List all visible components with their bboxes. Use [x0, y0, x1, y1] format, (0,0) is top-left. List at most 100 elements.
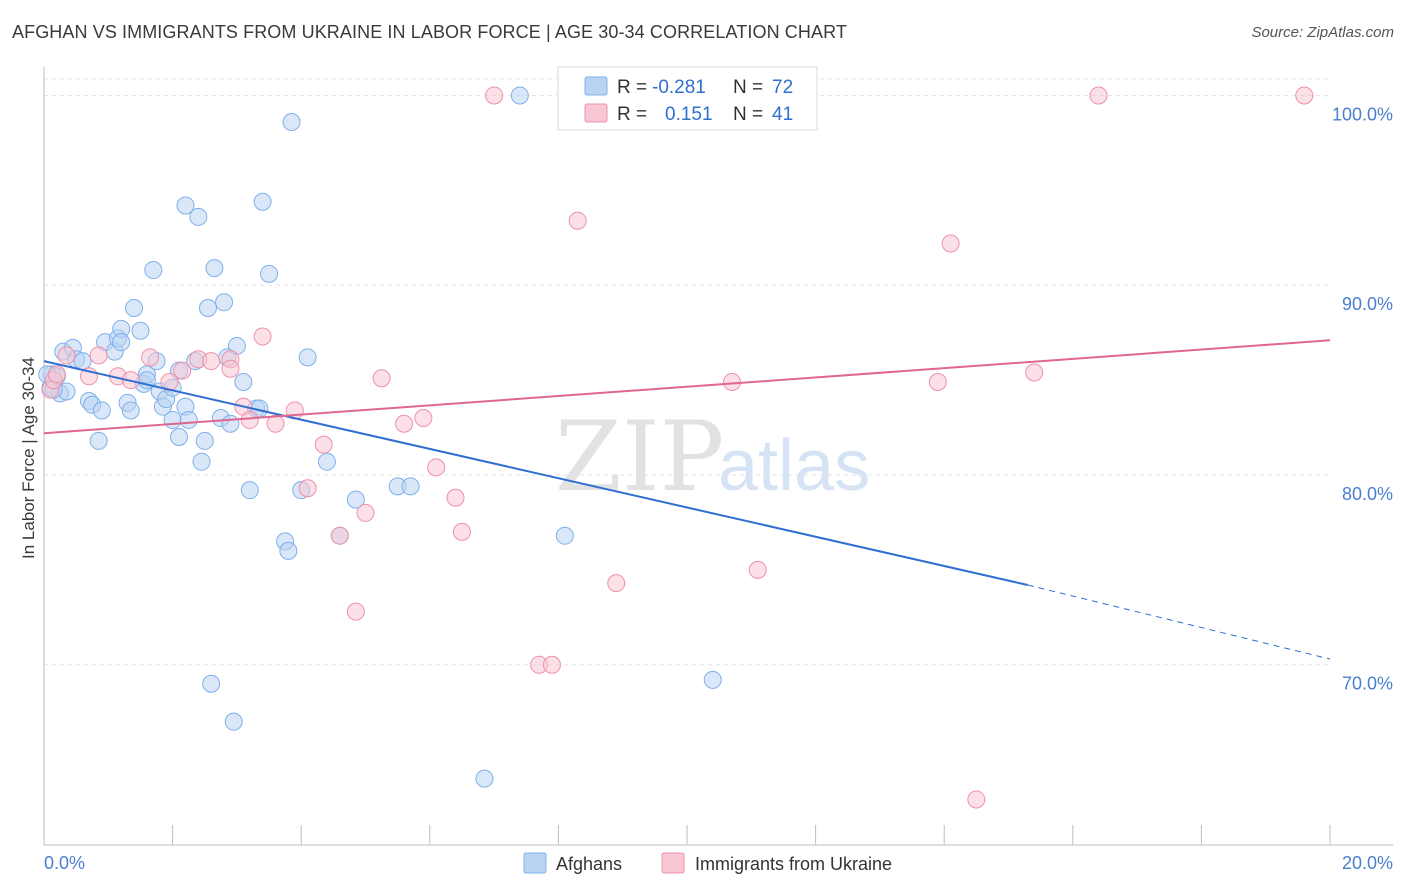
afghan-point: [253, 192, 272, 211]
bottom-legend-ukraine: Immigrants from Ukraine: [695, 854, 892, 874]
trend-line-afghans: [43, 360, 1029, 587]
ukraine-point: [330, 526, 349, 545]
y-tick-label: 70.0%: [1342, 674, 1393, 694]
afghan-point: [131, 321, 150, 340]
trend-line-afghans-extension: [1027, 584, 1331, 660]
ukraine-point: [202, 352, 221, 371]
afghan-point: [260, 264, 279, 283]
series-legend: Afghans Immigrants from Ukraine: [523, 852, 892, 874]
watermark-zip: ZIP: [555, 401, 724, 513]
legend-r-afghans: -0.281: [652, 77, 706, 98]
afghan-point: [89, 431, 108, 450]
ukraine-point: [240, 410, 259, 429]
ukraine-point: [452, 522, 471, 541]
afghan-point: [144, 261, 163, 280]
ukraine-point: [1025, 363, 1044, 382]
x-tick-label-min: 0.0%: [44, 853, 85, 873]
trend-line-ukraine: [43, 339, 1331, 435]
afghan-point: [282, 113, 301, 132]
legend-r-ukraine: 0.151: [665, 104, 713, 125]
ukraine-point: [173, 361, 192, 380]
afghan-point: [112, 333, 131, 352]
afghan-point: [125, 298, 144, 317]
afghan-point: [179, 410, 198, 429]
ukraine-point: [568, 211, 587, 230]
y-tick-label: 100.0%: [1332, 104, 1393, 124]
legend-n-label-afghans: N =: [733, 77, 763, 98]
afghan-point: [317, 452, 336, 471]
legend-n-afghans: 72: [772, 77, 793, 98]
ukraine-point: [414, 409, 433, 428]
afghan-point: [510, 86, 529, 105]
ukraine-point: [542, 655, 561, 674]
ukraine-point: [47, 365, 66, 384]
ukraine-point: [395, 414, 414, 433]
chart-title: AFGHAN VS IMMIGRANTS FROM UKRAINE IN LAB…: [12, 22, 847, 42]
ukraine-point: [253, 327, 272, 346]
trend-lines: [43, 339, 1331, 660]
afghan-point: [121, 401, 140, 420]
ukraine-point: [89, 346, 108, 365]
y-axis-title: In Labor Force | Age 30-34: [19, 357, 38, 559]
ukraine-point: [141, 348, 160, 367]
afghan-point: [192, 452, 211, 471]
correlation-legend: R = -0.281 N = 72 R = 0.151 N = 41: [557, 66, 818, 131]
bottom-legend-afghans: Afghans: [556, 854, 622, 874]
y-tick-label: 90.0%: [1342, 294, 1393, 314]
afghan-point: [92, 401, 111, 420]
ukraine-point: [748, 560, 767, 579]
afghan-point: [198, 298, 217, 317]
ukraine-point: [57, 346, 76, 365]
afghan-point: [346, 490, 365, 509]
legend-r-label-afghans: R =: [617, 77, 647, 98]
afghan-point: [163, 410, 182, 429]
legend-n-label-ukraine: N =: [733, 104, 763, 125]
afghan-point: [170, 428, 189, 447]
afghan-point: [234, 372, 253, 391]
afghan-point: [205, 259, 224, 278]
ukraine-point: [221, 359, 240, 378]
ukraine-point: [446, 488, 465, 507]
legend-swatch-ukraine: [584, 103, 608, 123]
legend-swatch-afghans: [584, 76, 608, 96]
legend-r-label-ukraine: R =: [617, 104, 647, 125]
afghan-point: [475, 769, 494, 788]
legend-n-ukraine: 41: [772, 104, 793, 125]
y-tick-label: 80.0%: [1342, 484, 1393, 504]
ukraine-point: [485, 86, 504, 105]
x-tick-label-max: 20.0%: [1342, 853, 1393, 873]
ukraine-point: [314, 435, 333, 454]
ukraine-point: [723, 372, 742, 391]
afghan-point: [215, 293, 234, 312]
afghan-point: [401, 477, 420, 496]
afghan-point: [298, 348, 317, 367]
ukraine-point: [928, 372, 947, 391]
afghan-point: [73, 352, 92, 371]
afghan-point: [221, 414, 240, 433]
source-label: Source: ZipAtlas.com: [1251, 24, 1394, 41]
afghan-point: [176, 196, 195, 215]
axes: 70.0% 80.0% 90.0% 100.0% 0.0% 20.0%: [43, 67, 1393, 873]
afghan-point: [279, 541, 298, 560]
series-ukraine: [41, 86, 1314, 809]
ukraine-point: [1089, 86, 1108, 105]
ukraine-point: [356, 503, 375, 522]
ukraine-point: [607, 574, 626, 593]
bottom-legend-swatch-ukraine: [661, 852, 685, 874]
bottom-legend-swatch-afghans: [523, 852, 547, 874]
afghan-point: [224, 712, 243, 731]
ukraine-point: [967, 790, 986, 809]
afghan-point: [703, 670, 722, 689]
ukraine-point: [298, 479, 317, 498]
ukraine-point: [1295, 86, 1314, 105]
ukraine-point: [346, 602, 365, 621]
ukraine-point: [427, 458, 446, 477]
afghan-point: [195, 431, 214, 450]
watermark-atlas: atlas: [718, 426, 870, 506]
afghan-point: [189, 207, 208, 226]
afghan-point: [240, 481, 259, 500]
afghan-point: [202, 674, 221, 693]
ukraine-point: [941, 234, 960, 253]
ukraine-point: [266, 414, 285, 433]
